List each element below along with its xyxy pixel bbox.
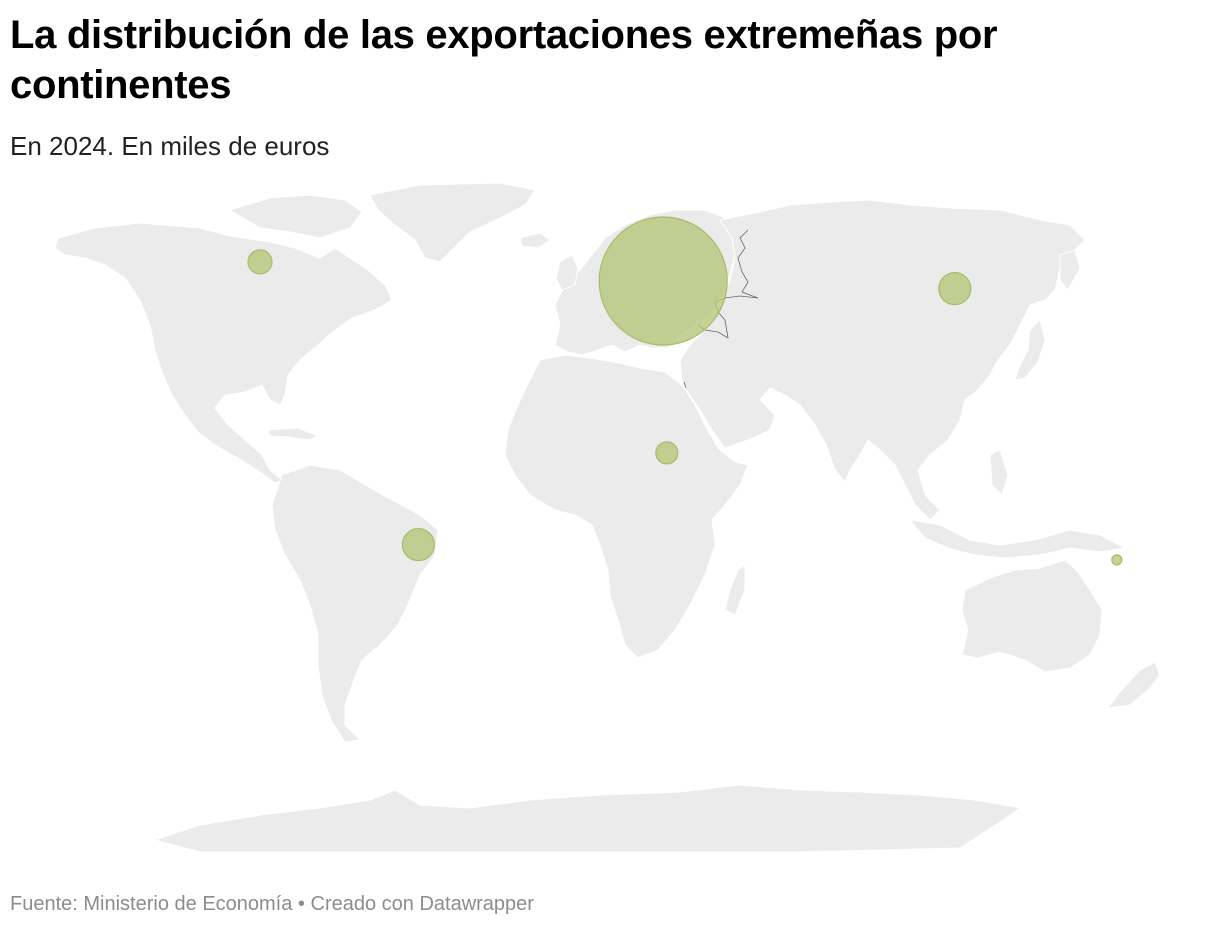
japan xyxy=(1014,319,1046,381)
greenland xyxy=(369,182,536,263)
bubble-layer xyxy=(247,216,1123,566)
iceland xyxy=(519,232,551,249)
australia xyxy=(961,559,1103,673)
bubble-europa[interactable] xyxy=(598,216,728,346)
philippines xyxy=(989,449,1009,496)
footer: Fuente: Ministerio de Economía • Creado … xyxy=(10,890,534,918)
north-america xyxy=(54,222,393,484)
bubble-oceanía[interactable] xyxy=(1111,554,1123,566)
border-line-suez xyxy=(683,381,687,389)
south-america xyxy=(271,464,439,743)
new-zealand xyxy=(1106,661,1161,709)
source-note: Fuente: Ministerio de Economía xyxy=(10,893,293,915)
madagascar xyxy=(724,564,746,616)
africa xyxy=(504,354,749,659)
uk xyxy=(555,254,579,291)
footer-separator: • xyxy=(292,893,311,915)
bubble-áfrica[interactable] xyxy=(655,441,679,465)
caribbean xyxy=(267,427,320,441)
map-subtitle: En 2024. En miles de euros xyxy=(10,131,330,161)
kamchatka xyxy=(1059,249,1081,291)
map-title: La distribución de las exportaciones ext… xyxy=(10,13,998,107)
indonesia xyxy=(908,519,1127,559)
bubble-américa-del-norte[interactable] xyxy=(247,249,273,275)
arctic-islands xyxy=(228,194,363,239)
antarctica xyxy=(153,784,1022,853)
border-line-east-europe xyxy=(697,229,759,339)
asia xyxy=(679,199,1086,521)
datawrapper-credit[interactable]: Creado con Datawrapper xyxy=(310,893,534,915)
bubble-américa-del-sur[interactable] xyxy=(401,527,435,562)
bubble-asia[interactable] xyxy=(938,272,972,306)
world-map xyxy=(54,182,1161,853)
